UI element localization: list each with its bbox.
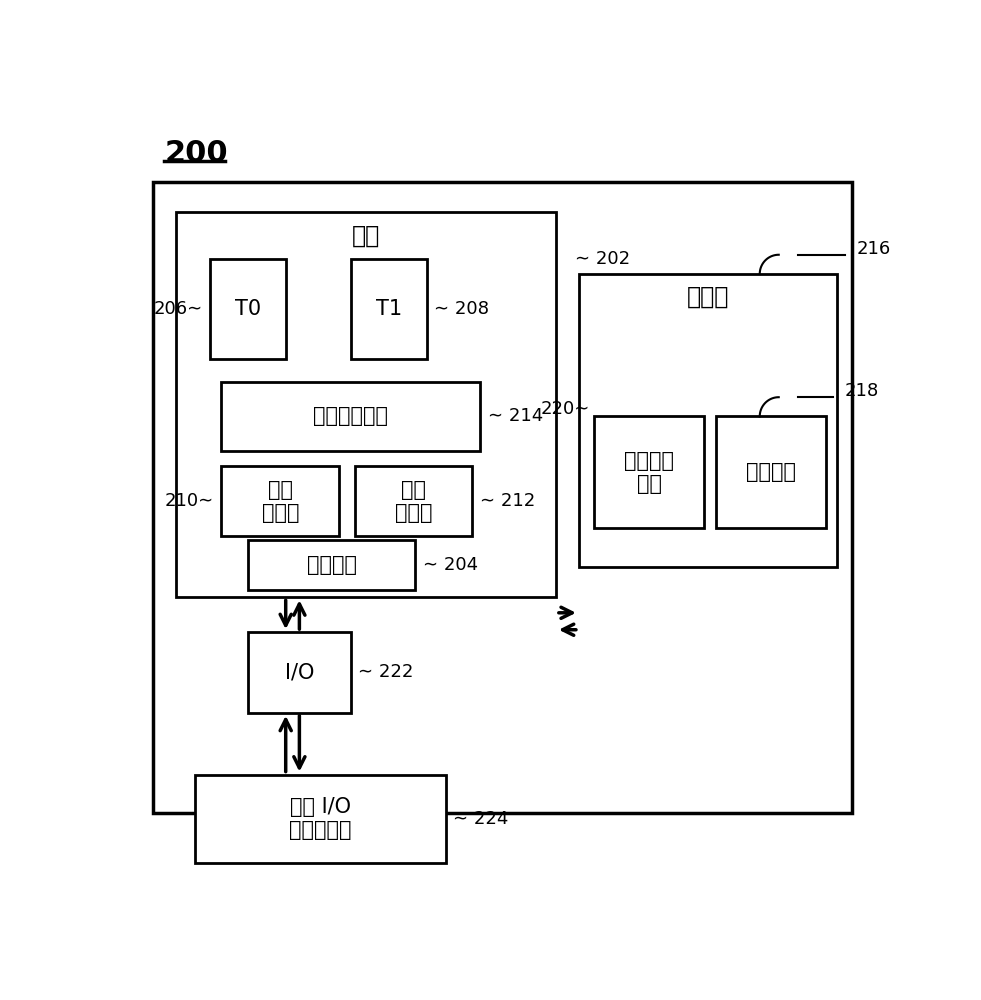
Text: ∼ 224: ∼ 224 xyxy=(453,810,509,828)
Text: I/O: I/O xyxy=(284,662,314,682)
Text: 控制公用
程序: 控制公用 程序 xyxy=(624,451,674,494)
Text: 线程控制工具: 线程控制工具 xyxy=(313,406,388,426)
Bar xyxy=(594,416,704,528)
Text: ∼ 222: ∼ 222 xyxy=(358,663,414,681)
Text: 高速缓存: 高速缓存 xyxy=(746,462,796,482)
Bar xyxy=(351,259,427,359)
Bar xyxy=(716,416,826,528)
Text: 存储器: 存储器 xyxy=(687,285,729,309)
Text: ∼ 212: ∼ 212 xyxy=(480,492,536,510)
Bar xyxy=(248,632,351,713)
Text: 200: 200 xyxy=(165,139,228,168)
Bar xyxy=(579,274,838,567)
Bar xyxy=(360,472,478,541)
Text: T0: T0 xyxy=(235,299,261,319)
Bar xyxy=(195,774,445,863)
Text: 高速缓存: 高速缓存 xyxy=(307,555,357,575)
Text: T1: T1 xyxy=(376,299,402,319)
Text: 核心: 核心 xyxy=(352,224,380,247)
Bar xyxy=(356,264,432,364)
Text: ∼ 208: ∼ 208 xyxy=(435,300,490,318)
Text: ∼ 202: ∼ 202 xyxy=(575,250,630,268)
Text: 外部 I/O
设备和数据: 外部 I/O 设备和数据 xyxy=(289,797,351,840)
Text: ∼ 214: ∼ 214 xyxy=(488,407,542,425)
Text: 唯一
寄存器: 唯一 寄存器 xyxy=(394,480,433,523)
Bar xyxy=(222,382,480,451)
Text: 公用
寄存器: 公用 寄存器 xyxy=(262,480,299,523)
Bar xyxy=(216,264,291,364)
Bar xyxy=(248,540,415,590)
Bar xyxy=(227,472,344,541)
Bar xyxy=(210,259,286,359)
Text: 210∼: 210∼ xyxy=(165,492,214,510)
Text: ∼ 204: ∼ 204 xyxy=(423,556,478,574)
Bar xyxy=(222,466,339,536)
Bar xyxy=(153,182,852,813)
Text: 220∼: 220∼ xyxy=(541,400,591,418)
Text: 216: 216 xyxy=(856,240,891,258)
Bar xyxy=(176,212,556,597)
Bar xyxy=(721,422,831,533)
Bar xyxy=(354,466,473,536)
Text: 206∼: 206∼ xyxy=(153,300,202,318)
Text: 218: 218 xyxy=(845,382,879,400)
